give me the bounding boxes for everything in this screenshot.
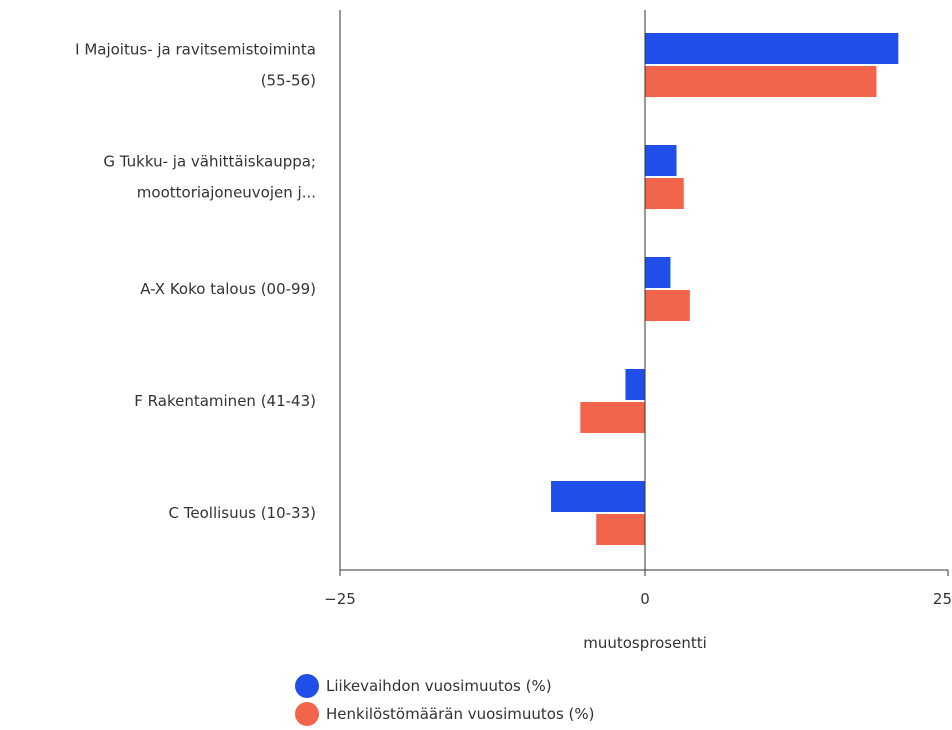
category-label-line: (55-56) (261, 72, 316, 90)
x-tick-label: −25 (324, 590, 356, 608)
x-axis-title: muutosprosentti (583, 634, 707, 652)
bar-series-1-cat-3[interactable] (645, 257, 671, 288)
category-label-2: G Tukku- ja vähittäiskauppa; moottoriajon… (103, 153, 316, 202)
bar-series-1-cat-2[interactable] (645, 145, 677, 176)
category-label-1: I Majoitus- ja ravitsemistoiminta (55-56) (75, 41, 316, 90)
legend-marker-2[interactable] (295, 702, 319, 726)
category-label-line: F Rakentaminen (41-43) (134, 392, 316, 410)
bars-layer (551, 33, 899, 545)
legend-label-1[interactable]: Liikevaihdon vuosimuutos (%) (326, 677, 552, 695)
bar-series-2-cat-4[interactable] (580, 402, 645, 433)
category-label-5: C Teollisuus (10-33) (169, 504, 316, 522)
category-label-line: I Majoitus- ja ravitsemistoiminta (75, 41, 316, 59)
category-label-line: A-X Koko talous (00-99) (140, 280, 316, 298)
category-labels: I Majoitus- ja ravitsemistoiminta (55-56)… (75, 41, 316, 523)
legend-marker-1[interactable] (295, 674, 319, 698)
category-label-4: F Rakentaminen (41-43) (134, 392, 316, 410)
bar-series-2-cat-3[interactable] (645, 290, 690, 321)
bar-series-1-cat-4[interactable] (625, 369, 645, 400)
x-tick-label: 0 (640, 590, 650, 608)
x-tick-labels: −25 0 25 (324, 570, 952, 608)
category-label-3: A-X Koko talous (00-99) (140, 280, 316, 298)
legend-label-2[interactable]: Henkilöstömäärän vuosimuutos (%) (326, 705, 594, 723)
bar-series-2-cat-1[interactable] (645, 66, 877, 97)
bar-series-2-cat-5[interactable] (596, 514, 645, 545)
category-label-line: C Teollisuus (10-33) (169, 504, 316, 522)
legend: Liikevaihdon vuosimuutos (%) Henkilöstömä… (295, 674, 594, 726)
category-label-line: moottoriajoneuvojen j... (137, 184, 316, 202)
bar-series-1-cat-5[interactable] (551, 481, 645, 512)
bar-series-2-cat-2[interactable] (645, 178, 684, 209)
x-tick-label: 25 (933, 590, 952, 608)
bar-series-1-cat-1[interactable] (645, 33, 899, 64)
category-label-line: G Tukku- ja vähittäiskauppa; (103, 153, 316, 171)
axes-layer (339, 10, 948, 571)
